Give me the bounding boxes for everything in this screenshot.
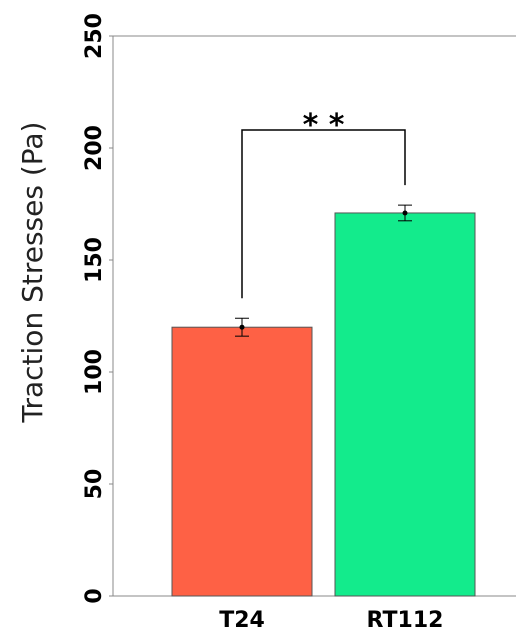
x-axis-labels: T24 RT112 (219, 608, 443, 633)
y-tick-label: 100 (82, 349, 107, 395)
y-tick-label: 50 (82, 469, 107, 500)
y-tick-label: 250 (82, 13, 107, 59)
mean-point (239, 324, 245, 330)
y-tick-label: 0 (82, 588, 107, 603)
x-tick-label-rt112: RT112 (367, 608, 444, 633)
significance-annotation: * * (241, 108, 406, 299)
significance-bracket (241, 129, 406, 299)
error-bars-group (235, 204, 412, 337)
bars-group (171, 212, 476, 597)
x-tick-label-t24: T24 (219, 608, 265, 633)
y-axis-ticks: 0 50 100 150 200 250 (82, 13, 113, 604)
y-tick-label: 200 (82, 125, 107, 171)
significance-stars: * * (303, 108, 345, 143)
mean-point (402, 210, 408, 216)
y-tick-label: 150 (82, 237, 107, 283)
y-axis-title: Traction Stresses (Pa) (16, 122, 49, 424)
bar-t24 (171, 326, 313, 597)
bar-rt112 (334, 212, 476, 597)
